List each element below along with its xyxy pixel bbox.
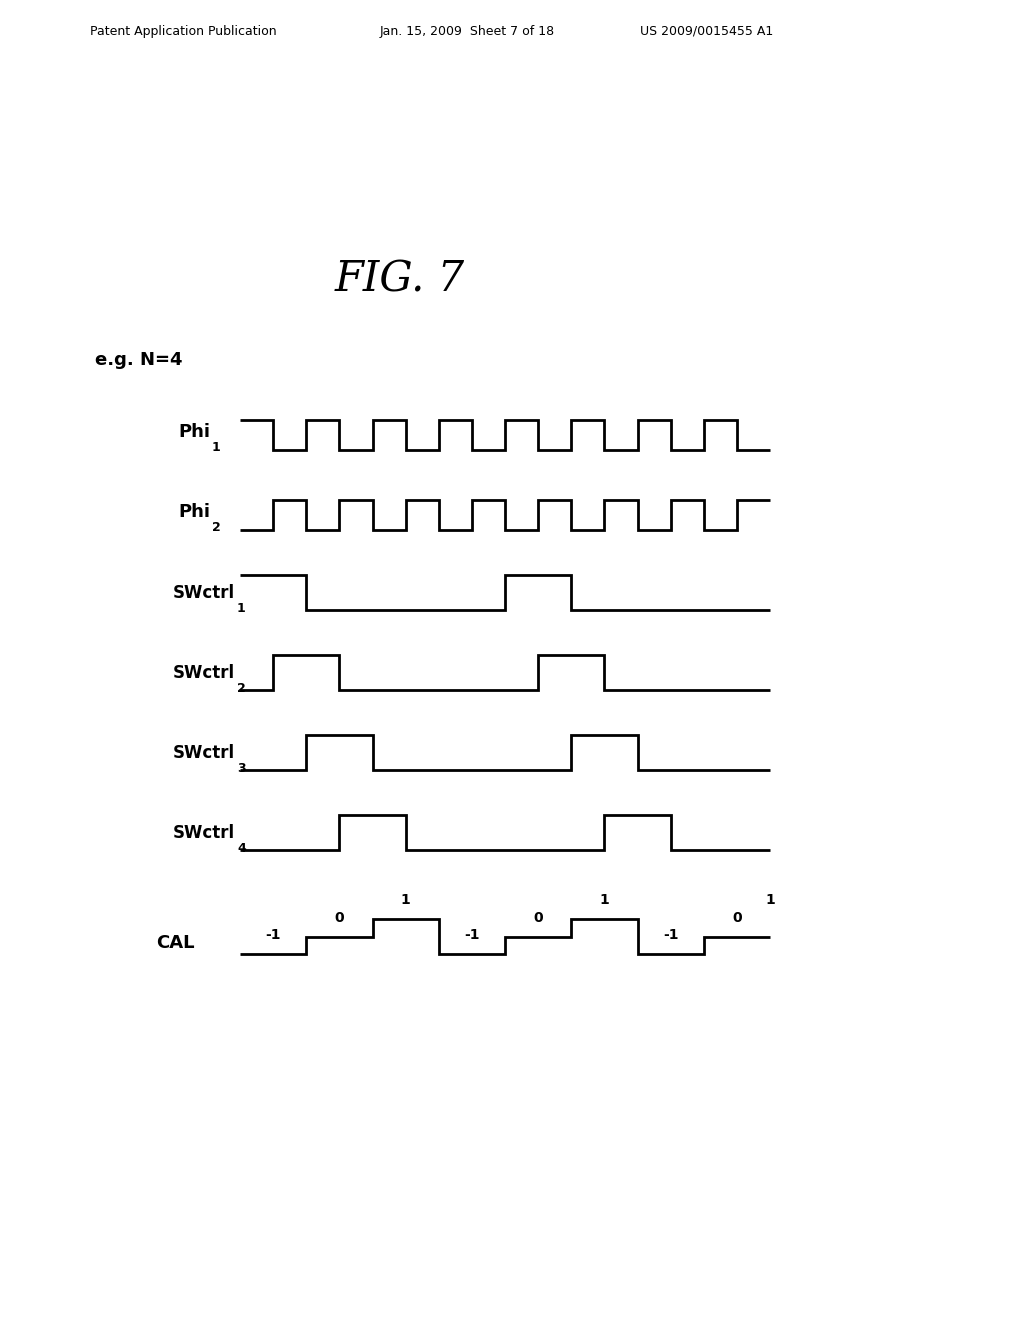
Text: 1: 1 <box>765 894 775 907</box>
Text: Phi: Phi <box>178 503 210 521</box>
Text: Phi: Phi <box>178 422 210 441</box>
Text: SWctrl: SWctrl <box>173 824 234 842</box>
Text: Jan. 15, 2009  Sheet 7 of 18: Jan. 15, 2009 Sheet 7 of 18 <box>380 25 555 38</box>
Text: 4: 4 <box>237 842 246 855</box>
Text: -1: -1 <box>464 928 479 942</box>
Text: 0: 0 <box>732 911 741 924</box>
Text: CAL: CAL <box>157 935 195 953</box>
Text: FIG. 7: FIG. 7 <box>335 259 465 301</box>
Text: 0: 0 <box>335 911 344 924</box>
Text: US 2009/0015455 A1: US 2009/0015455 A1 <box>640 25 773 38</box>
Text: SWctrl: SWctrl <box>173 743 234 762</box>
Text: Patent Application Publication: Patent Application Publication <box>90 25 276 38</box>
Text: -1: -1 <box>265 928 281 942</box>
Text: e.g. N=4: e.g. N=4 <box>95 351 182 370</box>
Text: 1: 1 <box>237 602 246 615</box>
Text: SWctrl: SWctrl <box>173 664 234 681</box>
Text: 1: 1 <box>212 441 221 454</box>
Text: SWctrl: SWctrl <box>173 583 234 602</box>
Text: 0: 0 <box>534 911 543 924</box>
Text: 1: 1 <box>599 894 609 907</box>
Text: -1: -1 <box>663 928 678 942</box>
Text: 2: 2 <box>237 682 246 696</box>
Text: 3: 3 <box>237 763 246 776</box>
Text: 1: 1 <box>400 894 411 907</box>
Text: 2: 2 <box>212 521 221 535</box>
